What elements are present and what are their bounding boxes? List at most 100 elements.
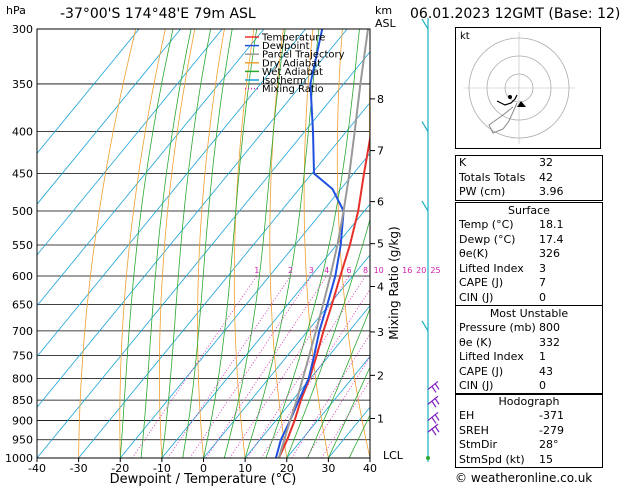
row-value: 7 bbox=[539, 276, 546, 289]
dry-adiabat-line bbox=[303, 29, 329, 458]
surface-row: Lifted Index 3 bbox=[456, 262, 602, 277]
row-value: 15 bbox=[539, 452, 553, 466]
row-label: Lifted Index bbox=[459, 350, 524, 363]
surface-row: θe(K) 326 bbox=[456, 247, 602, 262]
mixing-ratio-label: 2 bbox=[288, 266, 293, 275]
isotherm-line bbox=[244, 305, 370, 458]
temp-tick-label: 30 bbox=[321, 462, 335, 475]
index-row: K 32 bbox=[456, 156, 602, 171]
index-value: 42 bbox=[539, 170, 553, 184]
temp-tick-label: -30 bbox=[70, 462, 88, 475]
wet-adiabat-line bbox=[182, 29, 233, 458]
row-label: StmSpd (kt) bbox=[459, 452, 525, 466]
isotherm-line bbox=[37, 29, 140, 155]
location-title: -37°00'S 174°48'E 79m ASL bbox=[60, 6, 256, 22]
hodo-row: EH -371 bbox=[456, 409, 602, 424]
wind-barb bbox=[421, 121, 429, 132]
row-value: 1 bbox=[539, 350, 546, 363]
dry-adiabat-line bbox=[269, 29, 288, 458]
pressure-tick-label: 600 bbox=[12, 270, 33, 283]
mixing-ratio-label: 8 bbox=[363, 266, 368, 275]
hodo-unit-label: kt bbox=[460, 31, 470, 42]
row-value: -279 bbox=[539, 423, 564, 437]
pressure-tick-label: 700 bbox=[12, 325, 33, 338]
wind-barb bbox=[427, 395, 440, 408]
x-axis-title: Dewpoint / Temperature (°C) bbox=[110, 472, 297, 486]
row-label: StmDir bbox=[459, 438, 498, 451]
hodograph-plot: kt bbox=[455, 27, 601, 149]
dry-adiabat-line bbox=[401, 29, 454, 458]
legend-label: Mixing Ratio bbox=[262, 84, 324, 95]
mixing-ratio-line bbox=[229, 275, 350, 458]
pressure-tick-label: 650 bbox=[12, 299, 33, 312]
mixing-ratio-line bbox=[260, 288, 370, 458]
row-label: CAPE (J) bbox=[459, 276, 504, 289]
mixing-ratio-label: 20 bbox=[416, 266, 426, 275]
dry-adiabat-line bbox=[158, 29, 196, 458]
dry-adiabat-line bbox=[608, 29, 629, 458]
wind-barb bbox=[421, 18, 429, 30]
row-value: 800 bbox=[539, 321, 560, 334]
legend-label: Dewpoint bbox=[262, 41, 310, 52]
wind-barb bbox=[421, 320, 429, 332]
legend-label: Wet Adiabat bbox=[262, 67, 323, 78]
pressure-tick-label: 350 bbox=[12, 78, 33, 91]
row-label: CIN (J) bbox=[459, 379, 494, 392]
surface-panel: Surface Temp (°C) 18.1 Dewp (°C) 17.4 θe(K… bbox=[455, 202, 603, 306]
index-label: Totals Totals bbox=[459, 170, 526, 184]
km-tick-label: 4 bbox=[377, 281, 384, 294]
index-label: PW (cm) bbox=[459, 185, 506, 198]
wind-barb bbox=[426, 456, 430, 460]
mixing-ratio-label: 3 bbox=[309, 266, 314, 275]
pressure-tick-label: 400 bbox=[12, 126, 33, 139]
pressure-tick-label: 800 bbox=[12, 372, 33, 385]
pressure-tick-label: 450 bbox=[12, 167, 33, 180]
pressure-tick-label: 550 bbox=[12, 239, 33, 252]
km-tick-label: 7 bbox=[377, 145, 384, 158]
index-row: PW (cm) 3.96 bbox=[456, 185, 602, 200]
legend-label: Dry Adiabat bbox=[262, 58, 321, 69]
row-value: 3 bbox=[539, 261, 546, 275]
isotherm-line bbox=[37, 29, 348, 408]
surface-row: Temp (°C) 18.1 bbox=[456, 218, 602, 233]
datetime-title: 06.01.2023 12GMT (Base: 12) bbox=[410, 6, 621, 22]
km-tick-label: 3 bbox=[377, 326, 384, 339]
isotherm-line bbox=[78, 102, 370, 458]
dry-adiabat-line bbox=[119, 29, 166, 458]
row-label: CAPE (J) bbox=[459, 364, 504, 378]
mu-row: CIN (J) 0 bbox=[456, 379, 602, 394]
row-value: 17.4 bbox=[539, 232, 564, 246]
km-tick-label: 1 bbox=[377, 412, 384, 425]
isotherm-line bbox=[37, 29, 265, 307]
row-label: Lifted Index bbox=[459, 261, 524, 275]
pressure-tick-label: 900 bbox=[12, 414, 33, 427]
legend-label: Parcel Trajectory bbox=[262, 50, 345, 61]
mu-row: Pressure (mb) 800 bbox=[456, 321, 602, 336]
row-label: CIN (J) bbox=[459, 290, 494, 304]
legend-label: Temperature bbox=[261, 33, 325, 44]
row-value: 332 bbox=[539, 335, 560, 349]
row-label: Pressure (mb) bbox=[459, 321, 536, 334]
km-unit-label: km bbox=[375, 4, 392, 17]
hodo-row: SREH -279 bbox=[456, 424, 602, 439]
km-tick-label: 5 bbox=[377, 238, 384, 251]
dry-adiabat-line bbox=[233, 29, 255, 458]
mixing-ratio-line bbox=[205, 275, 328, 458]
isotherm-line bbox=[286, 355, 370, 458]
mixing-ratio-axis-title: Mixing Ratio (g/kg) bbox=[387, 226, 401, 339]
mu-row: CAPE (J) 43 bbox=[456, 365, 602, 380]
mixing-ratio-line bbox=[306, 355, 370, 458]
hodo-point bbox=[508, 95, 512, 99]
dry-adiabat-line bbox=[336, 29, 370, 458]
row-label: SREH bbox=[459, 423, 489, 437]
temp-tick-label: 20 bbox=[280, 462, 294, 475]
wind-barb bbox=[421, 200, 429, 212]
surface-title: Surface bbox=[508, 204, 550, 217]
wet-adiabat-line bbox=[265, 29, 360, 458]
index-label: K bbox=[459, 156, 467, 169]
mixing-ratio-label: 4 bbox=[324, 266, 329, 275]
pressure-tick-label: 950 bbox=[12, 434, 33, 447]
pressure-tick-label: 750 bbox=[12, 349, 33, 362]
mixing-ratio-line bbox=[167, 275, 291, 458]
